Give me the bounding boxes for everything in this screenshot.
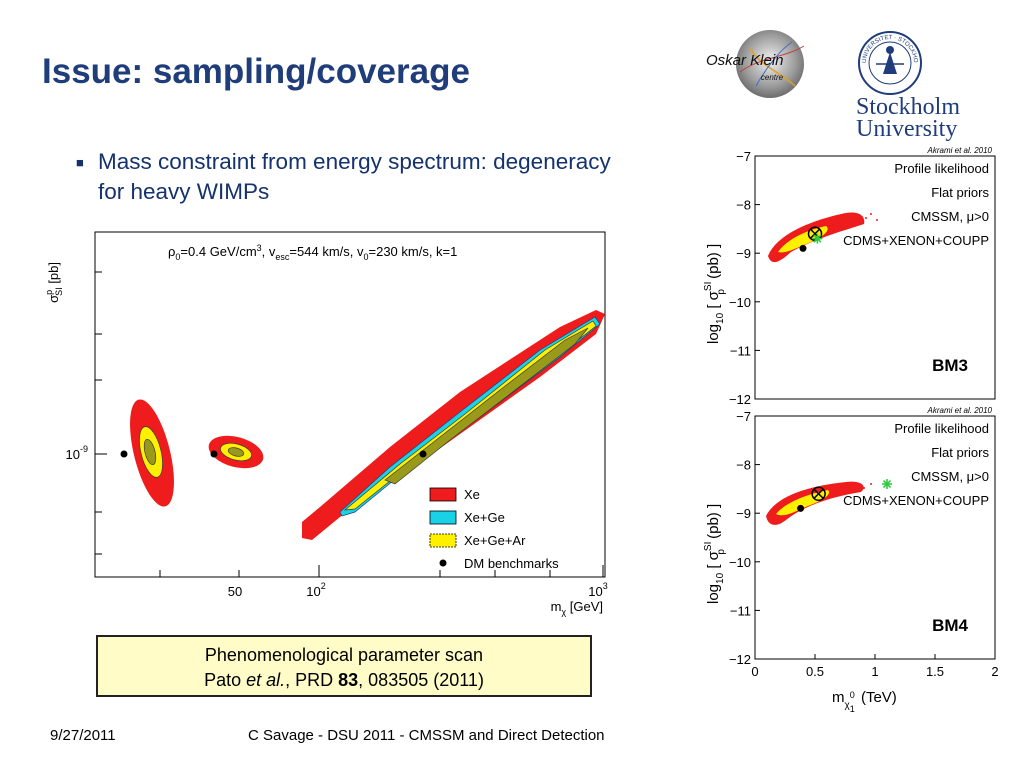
legend-swatch-xe-ge-ar — [429, 533, 457, 548]
bm4-y-tick-label: −10 — [729, 555, 751, 570]
bm4-y-axis: −7 −8 −9 −10 −11 −12 — [729, 409, 760, 667]
bm4-y-tick-label: −7 — [736, 409, 751, 424]
left-chart-title: ρ0=0.4 GeV/cm3, vesc=544 km/s, v0=230 km… — [168, 243, 457, 262]
left-x-axis-label: mχ [GeV] — [551, 599, 603, 617]
bm4-true-value-star — [882, 479, 892, 490]
legend-label-xe-ge-ar: Xe+Ge+Ar — [464, 533, 526, 548]
bm3-credit: Akrami et al. 2010 — [927, 146, 993, 155]
bm3-y-axis: −7 −8 −9 −10 −11 −12 — [729, 149, 760, 404]
bm3-y-tick-label: −12 — [729, 392, 751, 404]
footer-date: 9/27/2011 — [50, 727, 116, 744]
slide-title: Issue: sampling/coverage — [42, 52, 470, 91]
bm4-y-tick-label: −12 — [729, 652, 751, 667]
citation-page-year: , 083505 (2011) — [358, 670, 484, 690]
legend-swatch-xe-ge — [429, 510, 457, 525]
citation-journal: , PRD — [285, 670, 339, 690]
left-contours — [130, 310, 605, 540]
left-x-tick-label-50: 50 — [228, 584, 242, 599]
square-bullet-icon: ■ — [76, 155, 84, 170]
bm3-y-axis-label: log10 [ σSIp (pb) ] — [703, 244, 727, 344]
bm4-x-tick-label: 0.5 — [806, 664, 824, 679]
bm3-notes: Profile likelihood Flat priors CMSSM, μ>… — [843, 161, 989, 248]
bm4-label: BM4 — [932, 616, 968, 635]
benchmark-point-2 — [210, 450, 218, 458]
bm4-best-fit-point — [797, 504, 805, 512]
bm4-posterior-mean-marker — [811, 486, 826, 502]
stockholm-university-logo: UNIVERSITET · STOCKHOLMS Stockholm Unive… — [856, 30, 986, 144]
bm3-note-4: CDMS+XENON+COUPP — [843, 233, 989, 248]
legend-dot-benchmarks — [439, 559, 447, 567]
legend-label-xe-ge: Xe+Ge — [464, 510, 505, 525]
bm4-note-2: Flat priors — [931, 445, 989, 460]
bm4-note-4: CDMS+XENON+COUPP — [843, 493, 989, 508]
bm4-x-tick-label: 1.5 — [926, 664, 944, 679]
bm3-panel: Akrami et al. 2010 −7 −8 −9 −10 −11 −12 Profi… — [703, 146, 996, 404]
bm4-y-axis-label: log10 [ σSIp (pb) ] — [703, 504, 727, 604]
okc-name: Oskar Klein — [706, 52, 784, 69]
bm4-plot-area — [754, 415, 996, 660]
bm3-y-tick-label: −7 — [736, 149, 751, 164]
bm4-y-tick-label: −9 — [736, 506, 751, 521]
bm4-y-tick-label: −8 — [736, 458, 751, 473]
bm3-plot-area — [754, 155, 996, 400]
bm4-x-tick-label: 2 — [991, 664, 998, 679]
left-chart: ρ0=0.4 GeV/cm3, vesc=544 km/s, v0=230 km… — [44, 231, 608, 617]
su-wordmark: Stockholm University — [856, 94, 961, 142]
bm4-x-axis: 0 0.5 1 1.5 2 — [751, 654, 999, 679]
bm4-x-axis-label: mχ0 1 (TeV) — [832, 689, 897, 714]
left-plot-area — [94, 231, 606, 578]
bm4-note-3: CMSSM, μ>0 — [911, 469, 989, 484]
benchmark-point-1 — [120, 450, 128, 458]
legend-swatch-xe — [429, 487, 457, 502]
bm4-notes: Profile likelihood Flat priors CMSSM, μ>… — [843, 421, 989, 508]
bm3-label: BM3 — [932, 356, 968, 375]
bm3-y-tick-label: −8 — [736, 198, 751, 213]
benchmark-point-3 — [419, 450, 427, 458]
left-benchmark-points — [120, 450, 427, 458]
left-y-tick-label: 10-9 — [66, 444, 88, 462]
bm3-best-fit-point — [799, 244, 807, 252]
bm3-note-1: Profile likelihood — [894, 161, 989, 176]
bm4-x-tick-label: 0 — [751, 664, 758, 679]
left-y-ticks — [95, 271, 604, 577]
su-line-2: University — [856, 116, 958, 142]
citation-line-2: Pato et al., PRD 83, 083505 (2011) — [98, 668, 590, 693]
bm3-y-tick-label: −11 — [730, 343, 751, 358]
citation-volume: 83 — [338, 670, 359, 690]
okc-centre: centre — [761, 73, 784, 82]
bm3-markers — [799, 226, 823, 252]
citation-author: Pato — [204, 670, 247, 690]
bullet-point: ■ Mass constraint from energy spectrum: … — [76, 147, 636, 207]
footer-text: C Savage - DSU 2011 - CMSSM and Direct D… — [248, 727, 605, 744]
bm3-note-3: CMSSM, μ>0 — [911, 209, 989, 224]
citation-line-1: Phenomenological parameter scan — [204, 645, 484, 665]
bm3-note-2: Flat priors — [931, 185, 989, 200]
su-line-1: Stockholm — [856, 94, 961, 120]
bm3-true-value-star — [812, 233, 823, 244]
left-legend: Xe Xe+Ge Xe+Ge+Ar DM benchmarks — [429, 487, 559, 571]
bm3-y-tick-label: −10 — [729, 295, 751, 310]
bm4-y-tick-label: −11 — [730, 603, 751, 618]
legend-label-xe: Xe — [464, 487, 480, 502]
bm3-y-tick-label: −9 — [736, 246, 751, 261]
bm4-note-1: Profile likelihood — [894, 421, 989, 436]
left-x-tick-label-100: 102 — [306, 581, 325, 599]
bm4-credit: Akrami et al. 2010 — [927, 406, 993, 415]
citation-etal: et al. — [246, 670, 286, 690]
left-x-tick-label-1000: 103 — [588, 581, 607, 599]
bm4-markers — [797, 479, 892, 512]
bm4-panel: Akrami et al. 2010 −7 −8 −9 −10 −11 −12 0 0.5 1… — [703, 406, 999, 714]
bullet-text: Mass constraint from energy spectrum: de… — [98, 149, 611, 204]
oskar-klein-centre-logo: Oskar Klein centre — [700, 28, 842, 100]
citation-box: Phenomenological parameter scan Pato et … — [96, 635, 592, 697]
left-y-axis-label: σpSI [pb] — [44, 262, 64, 303]
legend-label-benchmarks: DM benchmarks — [464, 556, 559, 571]
bm4-x-tick-label: 1 — [871, 664, 878, 679]
